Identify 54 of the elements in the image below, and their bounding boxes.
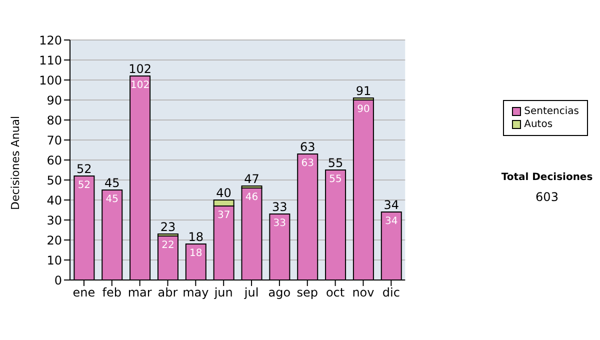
x-tick-label: nov: [352, 286, 374, 300]
legend-label: Sentencias: [524, 105, 579, 118]
x-tick-label: may: [182, 286, 209, 300]
total-label: 55: [328, 156, 344, 170]
x-tick-label: oct: [326, 286, 345, 300]
data-label: 22: [162, 240, 174, 251]
total-label: 47: [244, 172, 260, 186]
x-tick-label: jun: [213, 286, 233, 300]
data-label: 45: [106, 194, 118, 205]
data-label: 90: [357, 104, 370, 115]
data-label: 33: [273, 218, 286, 229]
y-tick-label: 10: [46, 253, 62, 268]
x-tick-label: ago: [268, 286, 291, 300]
y-axis-title: Decisiones Anual: [8, 116, 22, 210]
x-tick-label: abr: [158, 286, 178, 300]
y-tick-label: 100: [39, 73, 62, 88]
y-tick-label: 20: [46, 233, 62, 248]
y-tick-label: 40: [46, 193, 62, 208]
data-label: 18: [190, 248, 202, 259]
x-tick-label: mar: [128, 286, 152, 300]
x-tick-label: ene: [72, 286, 96, 300]
legend-label: Autos: [524, 118, 553, 131]
y-tick-label: 110: [39, 53, 62, 68]
total-label: 91: [356, 84, 372, 98]
y-tick-label: 0: [54, 273, 62, 288]
total-label: 102: [128, 62, 152, 76]
data-label: 63: [301, 158, 314, 169]
y-tick-label: 70: [46, 133, 62, 148]
data-label: 37: [217, 210, 230, 221]
text: 603: [534, 190, 560, 204]
x-tick-label: feb: [102, 286, 122, 300]
data-label: 46: [245, 192, 258, 203]
total-label: 33: [272, 200, 288, 214]
total-label: 40: [216, 186, 232, 200]
x-tick-label: dic: [382, 286, 400, 300]
total-label: 63: [300, 140, 316, 154]
x-tick-label: jul: [243, 286, 259, 300]
data-label: 102: [130, 80, 150, 91]
y-tick-label: 30: [46, 213, 62, 228]
total-label: 18: [188, 230, 204, 244]
total-label: 34: [384, 198, 400, 212]
x-tick-label: sep: [296, 286, 318, 300]
total-label: 23: [160, 220, 176, 234]
y-tick-label: 120: [39, 33, 62, 48]
total-label: 52: [76, 162, 92, 176]
total-label: 45: [104, 176, 120, 190]
data-label: 52: [78, 180, 91, 191]
text: Total Decisiones: [500, 172, 594, 183]
y-tick-label: 50: [46, 173, 62, 188]
y-tick-label: 80: [46, 113, 62, 128]
y-tick-label: 60: [46, 153, 62, 168]
data-label: 55: [329, 174, 342, 185]
y-tick-label: 90: [46, 93, 62, 108]
data-label: 34: [385, 216, 398, 227]
